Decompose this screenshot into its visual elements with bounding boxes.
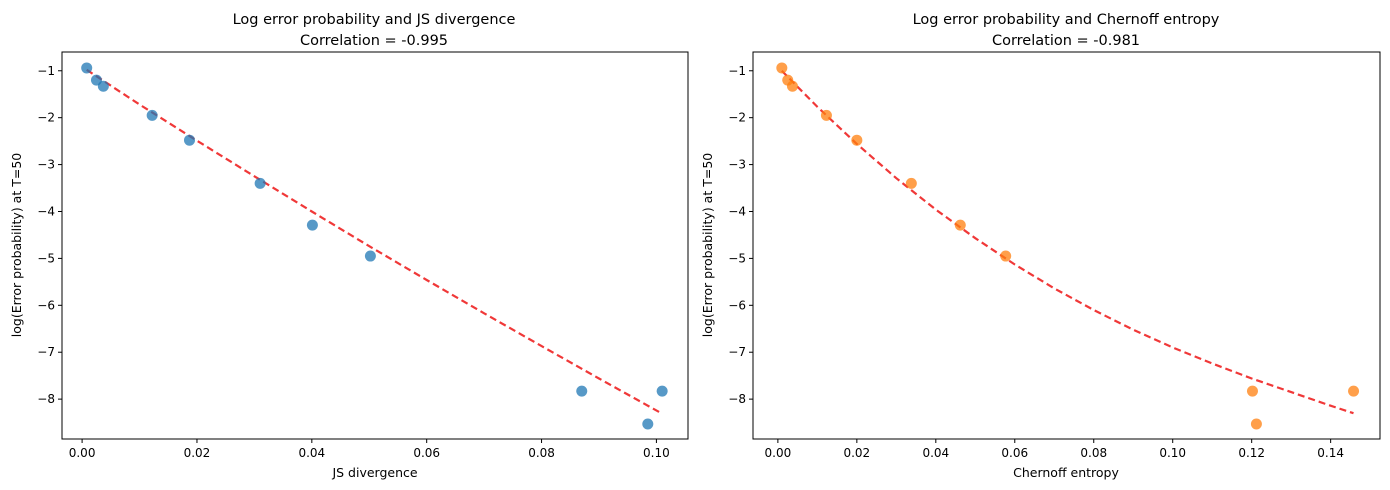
- y-tick-label: −5: [37, 251, 55, 265]
- x-tick-label: 0.08: [528, 446, 555, 460]
- fit-line: [86, 68, 663, 415]
- scatter-points-layer: [776, 62, 1360, 430]
- x-axis-label: Chernoff entropy: [1013, 465, 1119, 480]
- data-point: [364, 250, 376, 262]
- data-point: [81, 62, 93, 74]
- x-tick-label: 0.14: [1317, 446, 1344, 460]
- y-tick-label: −3: [728, 158, 746, 172]
- data-point: [576, 385, 588, 397]
- x-tick-label: 0.06: [413, 446, 440, 460]
- js-divergence-panel: Log error probability and JS divergence …: [9, 12, 689, 480]
- plot-frame: [61, 51, 689, 440]
- x-tick-label: 0.10: [1159, 446, 1186, 460]
- data-point: [776, 62, 788, 74]
- data-point: [97, 80, 109, 92]
- axis-ticks: 0.00 0.02 0.04 0.06 0.08 0.10 −1 −2 −3 −4 −5 −6 −7 −8: [37, 64, 669, 460]
- y-tick-label: −1: [728, 64, 746, 78]
- y-tick-label: −7: [728, 345, 746, 359]
- data-point: [183, 134, 195, 146]
- y-tick-label: −4: [37, 204, 55, 218]
- y-axis-label: log(Error probability) at T=50: [9, 153, 24, 338]
- y-tick-label: −8: [37, 392, 55, 406]
- x-tick-label: 0.02: [843, 446, 870, 460]
- axis-ticks: 0.00 0.02 0.04 0.06 0.08 0.10 0.12 0.14 −1 −2 −3 −4…: [728, 64, 1344, 460]
- data-point: [954, 219, 966, 231]
- x-tick-label: 0.04: [298, 446, 325, 460]
- chart-subtitle: Correlation = -0.981: [992, 33, 1140, 49]
- y-tick-label: −3: [37, 158, 55, 172]
- y-tick-label: −6: [728, 298, 746, 312]
- plot-area: [753, 52, 1380, 439]
- data-point: [905, 177, 917, 189]
- data-point: [642, 418, 654, 430]
- x-tick-label: 0.00: [765, 446, 792, 460]
- chernoff-entropy-panel: Log error probability and Chernoff entro…: [700, 12, 1381, 480]
- x-tick-label: 0.08: [1080, 446, 1107, 460]
- y-tick-label: −8: [728, 392, 746, 406]
- x-tick-label: 0.06: [1001, 446, 1028, 460]
- chart-title: Log error probability and JS divergence: [233, 12, 516, 28]
- x-tick-label: 0.10: [643, 446, 670, 460]
- data-point: [656, 385, 668, 397]
- scatter-points-layer: [81, 62, 668, 430]
- fit-line-layer: [781, 70, 1354, 415]
- x-tick-label: 0.12: [1238, 446, 1265, 460]
- data-point: [786, 80, 798, 92]
- data-point: [851, 134, 863, 146]
- x-tick-label: 0.02: [184, 446, 211, 460]
- data-point: [820, 109, 832, 121]
- data-point: [1250, 418, 1262, 430]
- y-tick-label: −2: [728, 111, 746, 125]
- data-point: [254, 177, 266, 189]
- y-tick-label: −6: [37, 298, 55, 312]
- data-point: [146, 109, 158, 121]
- x-tick-label: 0.04: [922, 446, 949, 460]
- y-axis-label: log(Error probability) at T=50: [700, 153, 715, 338]
- y-tick-label: −1: [37, 64, 55, 78]
- data-point: [1000, 250, 1012, 262]
- data-point: [1246, 385, 1258, 397]
- y-tick-label: −2: [37, 111, 55, 125]
- x-tick-label: 0.00: [69, 446, 96, 460]
- plot-area: [62, 52, 688, 439]
- y-tick-label: −7: [37, 345, 55, 359]
- plot-frame: [752, 51, 1381, 440]
- data-point: [1348, 385, 1360, 397]
- x-axis-label: JS divergence: [331, 465, 417, 480]
- y-tick-label: −5: [728, 251, 746, 265]
- chart-subtitle: Correlation = -0.995: [300, 33, 448, 49]
- y-tick-label: −4: [728, 204, 746, 218]
- fit-line-layer: [86, 68, 663, 415]
- fit-line: [781, 70, 1354, 415]
- data-point: [306, 219, 318, 231]
- chart-title: Log error probability and Chernoff entro…: [913, 12, 1220, 28]
